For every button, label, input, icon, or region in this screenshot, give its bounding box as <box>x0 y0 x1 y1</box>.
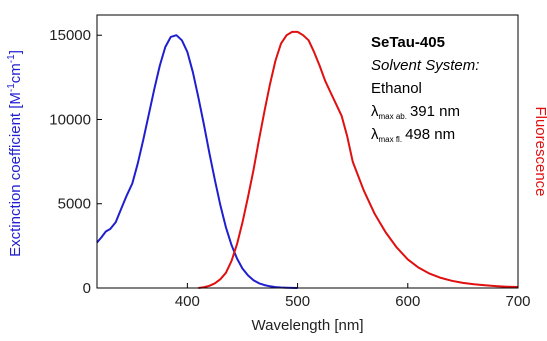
annotation-solvent: Ethanol <box>371 80 422 97</box>
y-axis-label-prefix: Exctinction coefficient [M <box>7 92 24 257</box>
lambda-abs-symbol: λ <box>371 103 379 120</box>
annotation-title: SeTau-405 <box>371 34 445 51</box>
y-tick-label: 5000 <box>58 196 91 213</box>
y-tick-label: 15000 <box>49 27 91 44</box>
y-axis-label: Exctinction coefficient [M-1cm-1] <box>6 50 24 257</box>
x-axis-label: Wavelength [nm] <box>252 317 364 334</box>
x-tick-label: 700 <box>505 293 530 310</box>
y-axis-label-suffix: ] <box>7 50 24 54</box>
y-axis-label-sup2: -1 <box>6 54 17 63</box>
y-axis-label-mid: cm <box>7 63 24 83</box>
series-line-fluorescence <box>198 30 519 289</box>
lambda-abs-value: 391 nm <box>410 103 460 120</box>
lambda-fl-value: 498 nm <box>405 126 455 143</box>
x-axis-ticks: 400 500 600 700 <box>175 283 531 310</box>
y-tick-label: 10000 <box>49 111 91 128</box>
lambda-fl-symbol: λ <box>371 126 379 143</box>
lambda-abs-subscript: max ab. <box>379 112 407 121</box>
y-tick-label: 0 <box>83 280 91 297</box>
plot-frame <box>96 14 519 289</box>
lambda-abs: λmax ab. 391 nm <box>371 103 460 121</box>
x-tick-label: 400 <box>175 293 200 310</box>
series-line-absorption <box>96 34 298 289</box>
x-tick-label: 500 <box>285 293 310 310</box>
lambda-fl: λmax fl. 498 nm <box>371 126 455 144</box>
y-axis-ticks: 0 5000 10000 15000 <box>49 27 102 297</box>
annotation-subtitle: Solvent System: <box>371 57 479 74</box>
y-axis-label-sup1: -1 <box>6 83 17 92</box>
y2-axis-label: Fluorescence <box>532 106 547 196</box>
data-layer <box>96 30 519 289</box>
annotation-box: SeTau-405 Solvent System: Ethanol λmax a… <box>371 34 479 144</box>
lambda-fl-subscript: max fl. <box>379 135 403 144</box>
x-tick-label: 600 <box>395 293 420 310</box>
